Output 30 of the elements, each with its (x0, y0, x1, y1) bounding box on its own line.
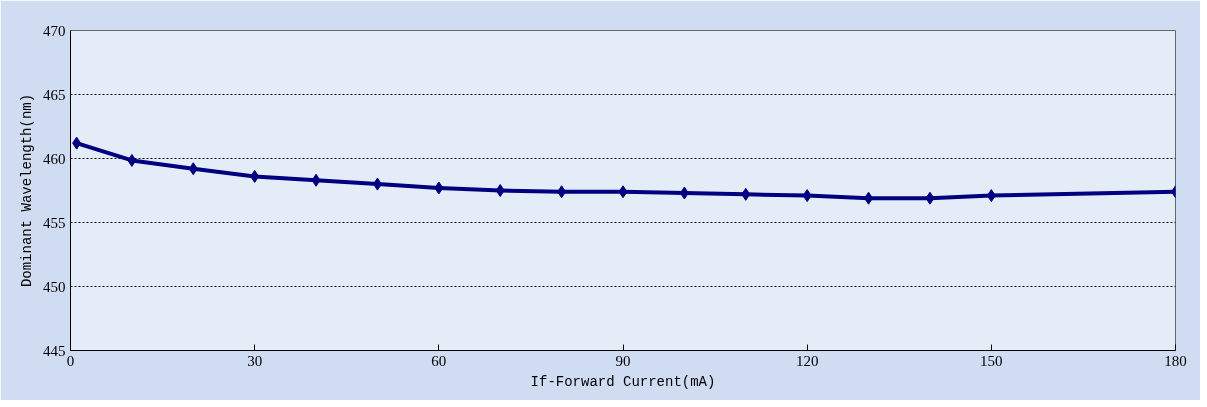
x-tick-label: 120 (795, 352, 819, 369)
y-tick-label: 445 (43, 342, 66, 359)
y-tick-label: 455 (43, 214, 66, 231)
x-tick-label: 180 (1164, 352, 1187, 369)
point (802, 189, 812, 203)
x-tick-label: 30 (247, 352, 263, 369)
point (250, 169, 260, 183)
point (679, 186, 689, 200)
x-tick-label: 0 (66, 352, 75, 369)
x-tick-label: 90 (615, 352, 631, 369)
point (311, 173, 321, 187)
point (372, 177, 382, 191)
point (188, 162, 198, 176)
point (864, 191, 874, 205)
point (127, 153, 137, 167)
y-tick-label: 470 (43, 22, 66, 39)
point (925, 191, 935, 205)
y-axis-title: Dominant Wavelength(nm) (19, 93, 35, 288)
y-tick-label: 460 (43, 150, 66, 167)
point (434, 181, 444, 195)
point (618, 185, 628, 199)
y-tick-label: 450 (43, 278, 66, 295)
point (557, 185, 567, 199)
y-tick-label: 465 (43, 86, 66, 103)
point (72, 136, 82, 150)
x-tick-label: 60 (431, 352, 447, 369)
point (986, 189, 996, 203)
x-axis-title: If-Forward Current(mA) (530, 373, 716, 390)
x-tick-label: 150 (980, 352, 1003, 369)
point (741, 187, 751, 201)
